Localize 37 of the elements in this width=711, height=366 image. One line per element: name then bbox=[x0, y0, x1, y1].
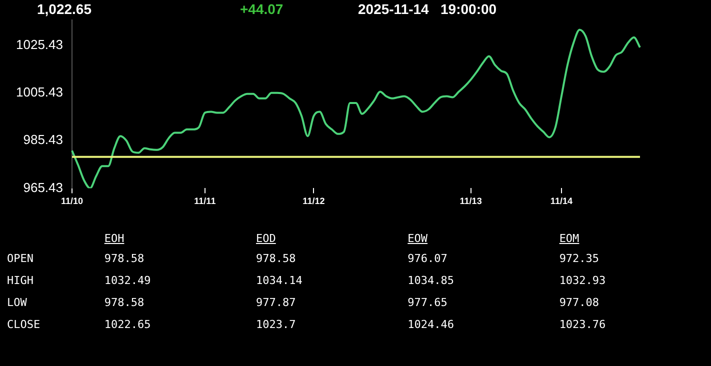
y-tick-label: 1025.43 bbox=[16, 36, 63, 52]
text: OPEN bbox=[6, 250, 34, 266]
text: EOW bbox=[408, 230, 429, 246]
text: 1023.7 bbox=[256, 316, 297, 332]
x-tick-label: 11/11 bbox=[194, 196, 216, 206]
text: EOM bbox=[559, 230, 580, 246]
text: 1034.14 bbox=[256, 272, 304, 288]
y-tick-label: 985.43 bbox=[23, 132, 63, 148]
text: 976.07 bbox=[408, 250, 448, 266]
text: HIGH bbox=[6, 272, 34, 288]
text: 1034.85 bbox=[408, 272, 456, 288]
text: 2025-11-14 19:00:00 bbox=[358, 1, 497, 17]
x-tick-label: 11/12 bbox=[302, 196, 325, 206]
y-tick-label: 1005.43 bbox=[16, 84, 63, 100]
text: 977.08 bbox=[559, 294, 600, 310]
line-series bbox=[71, 28, 641, 188]
text: EOH bbox=[104, 230, 126, 246]
text: 1023.76 bbox=[559, 316, 607, 332]
text: 972.35 bbox=[559, 250, 600, 266]
text: 978.58 bbox=[104, 250, 146, 266]
x-tick-label: 11/14 bbox=[550, 196, 572, 206]
text: EOD bbox=[256, 230, 277, 246]
text: CLOSE bbox=[6, 316, 42, 332]
text: +44.07 bbox=[240, 1, 284, 17]
text: 1032.93 bbox=[559, 272, 607, 288]
text: 1,022.65 bbox=[37, 1, 92, 17]
text: 1022.65 bbox=[104, 316, 152, 332]
text: 1024.46 bbox=[408, 316, 456, 332]
x-tick-label: 11/10 bbox=[60, 196, 84, 206]
text: 978.58 bbox=[104, 294, 146, 310]
x-tick-label: 11/13 bbox=[460, 196, 482, 206]
text: 978.58 bbox=[256, 250, 297, 266]
text: 977.87 bbox=[256, 294, 297, 310]
text: LOW bbox=[6, 294, 28, 310]
y-tick-label: 965.43 bbox=[23, 180, 63, 195]
text: 977.65 bbox=[408, 294, 448, 310]
text: 1032.49 bbox=[104, 272, 152, 288]
